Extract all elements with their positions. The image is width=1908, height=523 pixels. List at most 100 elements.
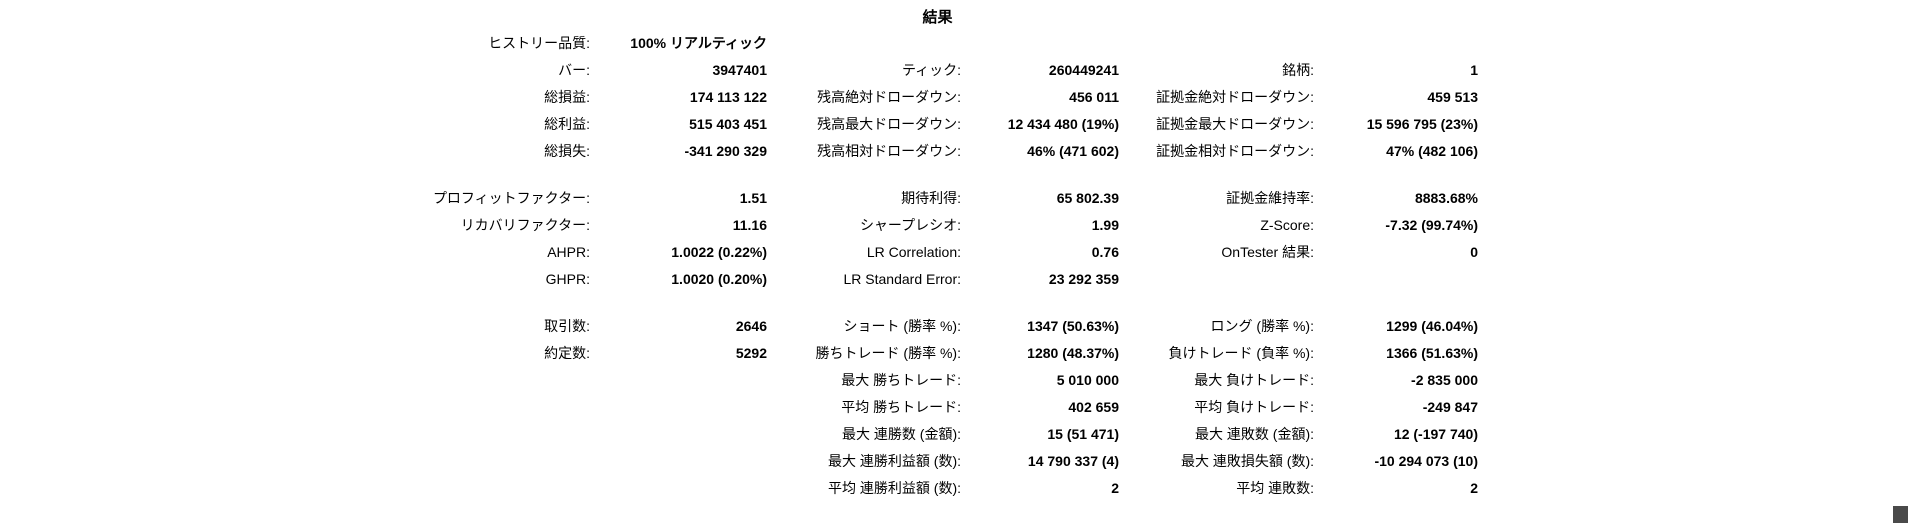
stat-value: [1314, 30, 1478, 57]
stat-label: 取引数:: [544, 318, 590, 334]
stat-value: 14 790 337 (4): [1027, 453, 1119, 469]
stat-label: ティック:: [901, 62, 961, 78]
stat-value: -341 290 329: [684, 143, 767, 159]
stat-label: [0, 367, 590, 394]
stat-label: [767, 30, 961, 57]
stat-value: 1347 (50.63%): [1027, 318, 1119, 334]
stat-value: 5292: [735, 345, 767, 361]
stat-label: 最大 勝ちトレード:: [841, 372, 961, 388]
stat-value: 2646: [735, 318, 767, 334]
stat-row: 平均 連勝利益額 (数): 2 平均 連敗数: 2: [0, 475, 1908, 502]
stat-label: 残高相対ドローダウン:: [817, 143, 961, 159]
stat-value: 1366 (51.63%): [1386, 345, 1478, 361]
stat-value: -2 835 000: [1411, 372, 1478, 388]
stat-value: 23 292 359: [1048, 271, 1119, 287]
stat-value: 46% (471 602): [1027, 143, 1119, 159]
stat-label: 最大 連敗損失額 (数):: [1181, 453, 1314, 469]
stat-label: GHPR:: [545, 271, 590, 287]
stat-value: 1299 (46.04%): [1386, 318, 1478, 334]
stat-row: リカバリファクター: 11.16 シャープレシオ: 1.99 Z-Score: -7.32…: [0, 212, 1908, 239]
stat-label: [0, 475, 590, 502]
stat-value: 12 434 480 (19%): [1007, 116, 1119, 132]
stat-label: [0, 421, 590, 448]
stat-label: バー:: [558, 62, 590, 78]
stat-row: 総損益: 174 113 122 残高絶対ドローダウン: 456 011 証拠金絶対ドロ…: [0, 84, 1908, 111]
stat-label: 約定数:: [544, 345, 590, 361]
stat-row: 総損失: -341 290 329 残高相対ドローダウン: 46% (471 602)…: [0, 138, 1908, 165]
stat-row: GHPR: 1.0020 (0.20%) LR Standard Error: 23 …: [0, 266, 1908, 293]
stat-value: 1.51: [739, 190, 767, 206]
stat-value: [590, 421, 767, 448]
stat-value: 47% (482 106): [1386, 143, 1478, 159]
stat-value: 0.76: [1091, 244, 1119, 260]
stat-value: [961, 30, 1119, 57]
stat-value: -7.32 (99.74%): [1385, 217, 1478, 233]
stat-label: 期待利得:: [901, 190, 961, 206]
stat-value: 515 403 451: [689, 116, 767, 132]
stat-value: 3947401: [712, 62, 767, 78]
stat-label: 総損失:: [544, 143, 590, 159]
stat-value: 11.16: [732, 217, 767, 233]
stat-row: バー: 3947401 ティック: 260449241 銘柄: 1: [0, 57, 1908, 84]
stat-label: 最大 連勝数 (金額):: [842, 426, 961, 442]
stat-value: 65 802.39: [1056, 190, 1119, 206]
stat-label: [0, 394, 590, 421]
stat-value: 12 (-197 740): [1393, 426, 1478, 442]
stat-label: LR Correlation:: [866, 244, 961, 260]
stat-label: ショート (勝率 %):: [843, 318, 961, 334]
stat-value: [590, 394, 767, 421]
stat-label: プロフィットファクター:: [432, 190, 590, 206]
stat-label: OnTester 結果:: [1221, 244, 1314, 260]
stat-row: ヒストリー品質: 100% リアルティック: [0, 30, 1908, 57]
stat-label: 総損益:: [544, 89, 590, 105]
stat-row: 最大 連勝利益額 (数): 14 790 337 (4) 最大 連敗損失額 (数):…: [0, 448, 1908, 475]
stat-label: ロング (勝率 %):: [1210, 318, 1314, 334]
stat-value: 8883.68%: [1414, 190, 1478, 206]
stat-label: 証拠金最大ドローダウン:: [1156, 116, 1314, 132]
stat-value: -249 847: [1422, 399, 1478, 415]
stat-label: 平均 連敗数:: [1236, 480, 1314, 496]
stat-label: [1119, 30, 1314, 57]
stat-label: 証拠金維持率:: [1226, 190, 1314, 206]
stat-label: 平均 負けトレード:: [1194, 399, 1314, 415]
stat-label: 総利益:: [544, 116, 590, 132]
stat-label: LR Standard Error:: [843, 271, 962, 287]
stat-value: 456 011: [1069, 89, 1119, 105]
stat-label: ヒストリー品質:: [488, 35, 590, 51]
stat-label: Z-Score:: [1260, 217, 1314, 233]
stat-label: 勝ちトレード (勝率 %):: [815, 345, 961, 361]
stat-label: 残高最大ドローダウン:: [817, 116, 961, 132]
stat-value: 459 513: [1427, 89, 1478, 105]
stat-row: AHPR: 1.0022 (0.22%) LR Correlation: 0.76 On…: [0, 239, 1908, 266]
page-title: 結果: [922, 9, 953, 26]
stat-value: 260449241: [1048, 62, 1119, 78]
stat-value: 1.0022 (0.22%): [671, 244, 767, 260]
stat-value: 1.99: [1091, 217, 1119, 233]
stat-value: 174 113 122: [689, 89, 767, 105]
stat-row: 最大 連勝数 (金額): 15 (51 471) 最大 連敗数 (金額): 12 (-…: [0, 421, 1908, 448]
stat-value: 15 (51 471): [1047, 426, 1119, 442]
stat-row: プロフィットファクター: 1.51 期待利得: 65 802.39 証拠金維持率: 888…: [0, 185, 1908, 212]
scrollbar-corner: [1893, 506, 1908, 523]
stat-value: [590, 475, 767, 502]
stat-label: 証拠金絶対ドローダウン:: [1156, 89, 1314, 105]
results-table: ヒストリー品質: 100% リアルティックバー: 3947401 ティック: 26044…: [0, 30, 1908, 502]
stat-value: 5 010 000: [1056, 372, 1119, 388]
stat-value: 0: [1470, 244, 1478, 260]
stat-value: 1280 (48.37%): [1027, 345, 1119, 361]
stat-label: 最大 負けトレード:: [1194, 372, 1314, 388]
stat-value: 1: [1470, 62, 1478, 78]
stat-value: [1314, 266, 1478, 293]
stat-label: 証拠金相対ドローダウン:: [1156, 143, 1314, 159]
stat-value: [590, 448, 767, 475]
stat-label: リカバリファクター:: [460, 217, 590, 233]
stat-value: -10 294 073 (10): [1374, 453, 1478, 469]
stat-row: 約定数: 5292 勝ちトレード (勝率 %): 1280 (48.37%) 負けトレー…: [0, 340, 1908, 367]
stat-label: 負けトレード (負率 %):: [1168, 345, 1314, 361]
stat-value: 15 596 795 (23%): [1366, 116, 1478, 132]
stat-value: 1.0020 (0.20%): [671, 271, 767, 287]
stat-row: 最大 勝ちトレード: 5 010 000 最大 負けトレード: -2 835 000: [0, 367, 1908, 394]
stat-label: AHPR:: [547, 244, 590, 260]
stat-label: [0, 448, 590, 475]
stat-label: 平均 連勝利益額 (数):: [828, 480, 961, 496]
